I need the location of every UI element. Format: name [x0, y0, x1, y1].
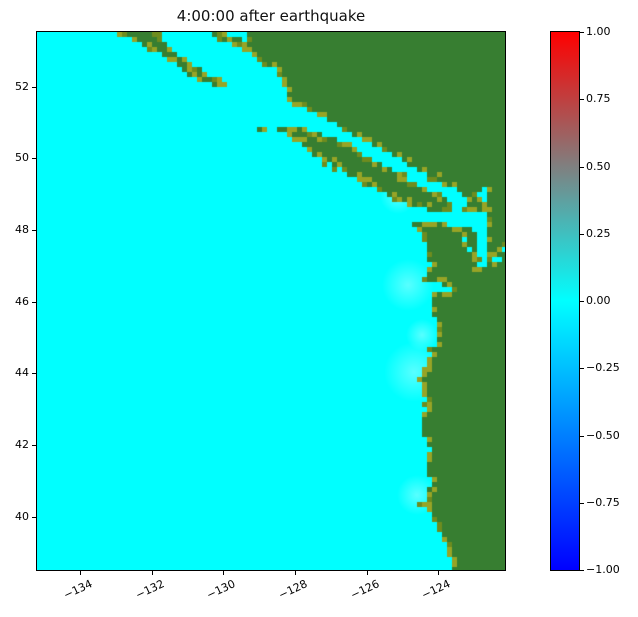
y-tick-mark	[32, 87, 36, 88]
colorbar-tick-label: −0.50	[586, 428, 620, 442]
colorbar-tick-mark	[580, 233, 584, 235]
colorbar-tick-mark	[580, 32, 584, 33]
colorbar-tick-mark	[580, 166, 584, 168]
x-tick-mark	[367, 571, 368, 575]
colorbar-tick-label: −0.25	[586, 361, 620, 375]
colorbar-tick-label: −1.00	[586, 563, 620, 576]
y-tick-mark	[32, 373, 36, 374]
y-tick-label: 44	[15, 366, 29, 379]
colorbar	[550, 31, 580, 571]
y-tick-label: 42	[15, 438, 29, 451]
colorbar-tick-mark	[580, 435, 584, 437]
y-tick-mark	[32, 158, 36, 159]
y-tick-label: 52	[15, 80, 29, 93]
x-tick-label: −124	[419, 577, 453, 602]
x-tick-mark	[152, 571, 153, 575]
y-tick-label: 46	[15, 295, 29, 308]
x-tick-label: −126	[348, 577, 382, 602]
y-tick-label: 48	[15, 223, 29, 236]
colorbar-tick-mark	[580, 368, 584, 370]
colorbar-tick-label: 0.75	[586, 92, 611, 106]
colorbar-tick-mark	[580, 570, 584, 571]
colorbar-tick-label: −0.75	[586, 495, 620, 509]
y-tick-mark	[32, 302, 36, 303]
x-tick-label: −128	[276, 577, 310, 602]
x-tick-label: −130	[204, 577, 238, 602]
x-tick-mark	[438, 571, 439, 575]
colorbar-tick-label: 0.00	[586, 294, 611, 307]
colorbar-tick-label: 0.25	[586, 226, 611, 240]
x-tick-mark	[295, 571, 296, 575]
y-tick-mark	[32, 445, 36, 446]
colorbar-tick-label: 1.00	[586, 25, 611, 38]
colorbar-tick-label: 0.50	[586, 159, 611, 173]
colorbar-tick-mark	[580, 99, 584, 101]
colorbar-tick-mark	[580, 301, 584, 302]
y-tick-mark	[32, 230, 36, 231]
y-tick-mark	[32, 517, 36, 518]
map-canvas	[37, 32, 505, 570]
x-tick-label: −134	[61, 577, 95, 602]
x-tick-label: −132	[133, 577, 167, 602]
colorbar-tick-mark	[580, 502, 584, 504]
x-tick-mark	[80, 571, 81, 575]
y-tick-label: 50	[15, 151, 29, 164]
y-tick-label: 40	[15, 510, 29, 523]
plot-title: 4:00:00 after earthquake	[176, 7, 366, 25]
x-tick-mark	[223, 571, 224, 575]
